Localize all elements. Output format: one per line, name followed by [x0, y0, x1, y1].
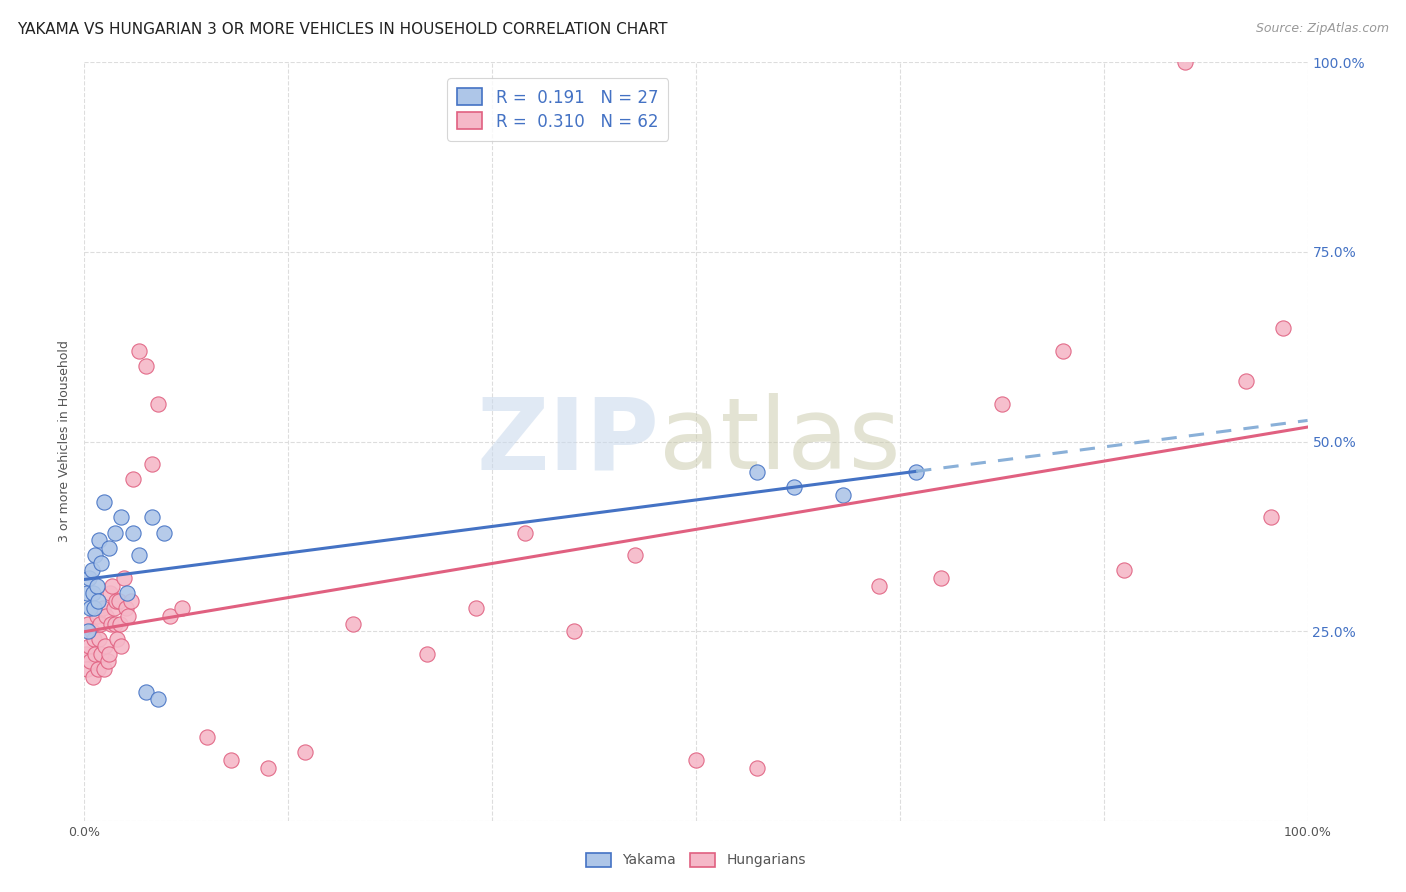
Point — [97, 541, 120, 555]
Point — [115, 586, 138, 600]
Point — [105, 594, 128, 608]
Point — [80, 624, 103, 639]
Point — [84, 548, 107, 563]
Point — [77, 639, 100, 653]
Point — [128, 548, 150, 563]
Point — [128, 343, 150, 358]
Point — [103, 601, 125, 615]
Point — [105, 632, 128, 646]
Point — [1114, 564, 1136, 578]
Text: atlas: atlas — [659, 393, 901, 490]
Point — [93, 662, 115, 676]
Point — [82, 586, 104, 600]
Point — [89, 616, 111, 631]
Point — [991, 396, 1014, 410]
Point — [110, 510, 132, 524]
Point — [112, 571, 135, 585]
Point — [135, 359, 157, 373]
Point — [86, 608, 108, 623]
Point — [91, 601, 114, 615]
Point — [117, 608, 139, 623]
Text: Source: ZipAtlas.com: Source: ZipAtlas.com — [1256, 22, 1389, 36]
Point — [107, 594, 129, 608]
Legend: Yakama, Hungarians: Yakama, Hungarians — [579, 846, 813, 874]
Text: YAKAMA VS HUNGARIAN 3 OR MORE VEHICLES IN HOUSEHOLD CORRELATION CHART: YAKAMA VS HUNGARIAN 3 OR MORE VEHICLES I… — [17, 22, 668, 37]
Point — [141, 457, 163, 471]
Point — [84, 647, 107, 661]
Point — [929, 571, 952, 585]
Point — [172, 601, 194, 615]
Point — [94, 639, 117, 653]
Point — [79, 601, 101, 615]
Point — [135, 685, 157, 699]
Point — [905, 465, 928, 479]
Point — [83, 632, 105, 646]
Point — [219, 753, 242, 767]
Point — [1174, 55, 1197, 70]
Point — [77, 571, 100, 585]
Point — [146, 396, 169, 410]
Point — [75, 647, 97, 661]
Point — [93, 495, 115, 509]
Point — [77, 616, 100, 631]
Point — [87, 594, 110, 608]
Point — [141, 510, 163, 524]
Point — [783, 480, 806, 494]
Point — [83, 601, 105, 615]
Point — [82, 669, 104, 683]
Point — [97, 647, 120, 661]
Point — [831, 487, 853, 501]
Point — [195, 730, 218, 744]
Point — [1272, 320, 1295, 334]
Point — [90, 647, 112, 661]
Point — [87, 632, 110, 646]
Point — [1052, 343, 1074, 358]
Point — [87, 533, 110, 547]
Point — [97, 655, 120, 669]
Point — [624, 548, 647, 563]
Point — [98, 586, 121, 600]
Y-axis label: 3 or more Vehicles in Household: 3 or more Vehicles in Household — [58, 341, 72, 542]
Point — [416, 647, 439, 661]
Point — [108, 616, 131, 631]
Point — [464, 601, 486, 615]
Point — [110, 639, 132, 653]
Point — [1260, 510, 1282, 524]
Point — [90, 556, 112, 570]
Point — [76, 662, 98, 676]
Point — [104, 525, 127, 540]
Point — [87, 662, 110, 676]
Point — [122, 525, 145, 540]
Point — [869, 579, 891, 593]
Point — [342, 616, 364, 631]
Point — [100, 616, 122, 631]
Point — [513, 525, 536, 540]
Point — [104, 616, 127, 631]
Point — [146, 692, 169, 706]
Point — [153, 525, 176, 540]
Point — [294, 746, 316, 760]
Point — [747, 760, 769, 774]
Point — [79, 655, 101, 669]
Point — [80, 564, 103, 578]
Point — [76, 586, 98, 600]
Point — [115, 601, 138, 615]
Point — [747, 465, 769, 479]
Point — [77, 624, 100, 639]
Point — [159, 608, 181, 623]
Point — [120, 594, 142, 608]
Point — [1236, 374, 1258, 388]
Point — [685, 753, 707, 767]
Point — [86, 579, 108, 593]
Point — [101, 579, 124, 593]
Point — [562, 624, 585, 639]
Point — [96, 608, 118, 623]
Point — [257, 760, 280, 774]
Point — [122, 473, 145, 487]
Text: ZIP: ZIP — [477, 393, 659, 490]
